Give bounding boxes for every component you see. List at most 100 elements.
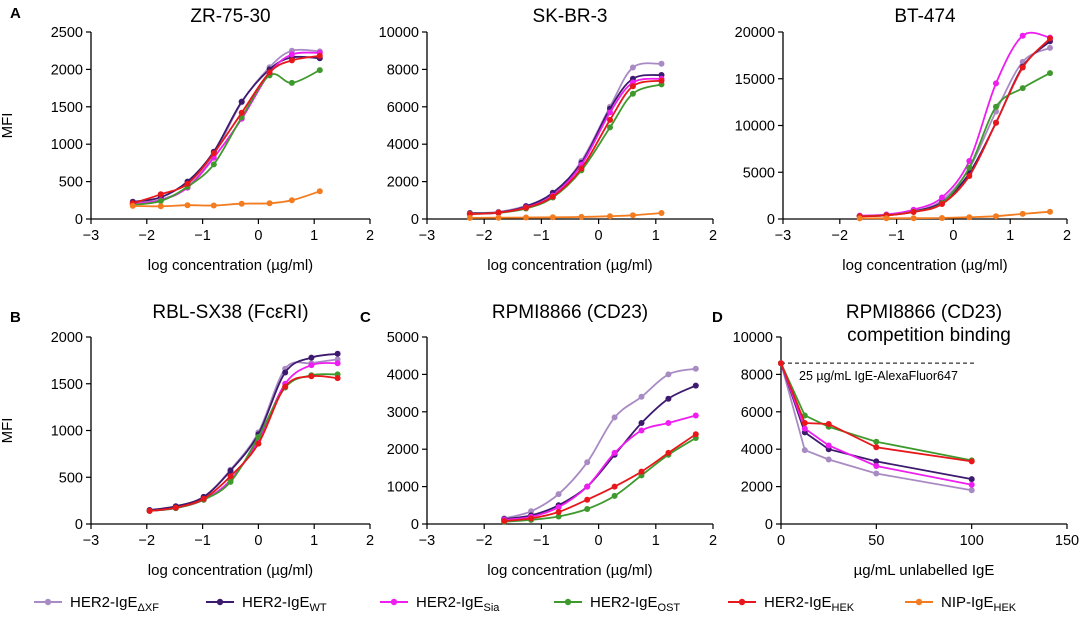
data-point xyxy=(316,67,323,74)
legend-label: HER2-IgESia xyxy=(416,594,500,614)
x-tick-label: 2 xyxy=(1063,228,1071,244)
y-tick-label: 1000 xyxy=(51,424,83,440)
data-point xyxy=(1019,32,1026,39)
data-point xyxy=(528,515,535,522)
y-tick-label: 20000 xyxy=(735,25,775,41)
legend-subscript: WT xyxy=(310,602,327,614)
x-tick-label: 1 xyxy=(310,228,318,244)
data-point xyxy=(578,213,585,220)
data-point xyxy=(825,442,832,449)
data-point xyxy=(227,467,234,474)
data-point xyxy=(227,473,234,480)
x-tick-label: −2 xyxy=(139,228,156,244)
data-point xyxy=(638,393,645,400)
data-point xyxy=(584,496,591,503)
data-point xyxy=(172,504,179,511)
data-point xyxy=(555,491,562,498)
data-point xyxy=(523,214,529,221)
data-point xyxy=(238,98,245,105)
data-point xyxy=(255,440,262,447)
series-3 xyxy=(856,70,1053,220)
data-point xyxy=(288,197,295,204)
series-4 xyxy=(778,360,975,465)
data-point xyxy=(629,212,636,219)
legend-subscript: OST xyxy=(658,602,681,614)
data-point xyxy=(238,109,245,116)
y-tick-label: 2500 xyxy=(51,25,83,41)
x-tick-label: 1 xyxy=(652,533,660,549)
data-point xyxy=(966,164,973,171)
data-point xyxy=(129,202,136,209)
x-tick-label: 1 xyxy=(652,228,660,244)
x-axis-label: log concentration (µg/ml) xyxy=(487,257,652,274)
data-point xyxy=(993,103,999,110)
series-1 xyxy=(129,54,323,205)
y-tick-label: 15000 xyxy=(735,72,775,88)
chart-skbr: 0 2000 4000 6000 8000 10000 −3 −2 −1 0 1 2 SK-BR-3 lo… xyxy=(379,6,717,274)
data-point xyxy=(692,365,699,372)
data-point xyxy=(629,64,636,71)
x-tick-label: −2 xyxy=(476,533,493,549)
y-tick-label: 0 xyxy=(767,212,775,228)
data-point xyxy=(665,420,672,426)
data-point xyxy=(968,487,975,494)
y-tick-label: 5000 xyxy=(743,165,775,181)
x-tick-label: 2 xyxy=(709,228,717,244)
data-point xyxy=(993,119,999,126)
panel-letter-d: D xyxy=(712,309,723,326)
data-point xyxy=(801,420,808,426)
data-point xyxy=(611,492,618,499)
data-point xyxy=(873,470,880,477)
data-point xyxy=(968,481,975,488)
series-5 xyxy=(129,188,323,210)
y-tick-label: 10000 xyxy=(733,330,773,346)
data-point xyxy=(966,173,973,179)
legend-name: HER2-IgE xyxy=(764,594,832,611)
legend-label: HER2-IgEWT xyxy=(242,594,327,614)
series-line xyxy=(149,358,338,512)
data-point xyxy=(282,383,289,390)
x-tick-label: 0 xyxy=(254,228,262,244)
y-tick-label: 2000 xyxy=(387,175,419,191)
y-tick-label: 0 xyxy=(411,517,419,533)
y-tick-label: 10000 xyxy=(735,119,775,135)
data-point xyxy=(288,57,295,64)
legend-subscript: HEK xyxy=(994,602,1017,614)
legend-item: HER2-IgEOST xyxy=(554,594,680,614)
data-point xyxy=(308,354,315,361)
series-line xyxy=(469,83,662,215)
series-line xyxy=(504,433,697,522)
series-0 xyxy=(146,356,341,514)
legend-subscript: ΔXF xyxy=(138,602,160,614)
legend-item: HER2-IgEWT xyxy=(206,594,327,614)
data-point xyxy=(658,210,665,216)
legend-name: HER2-IgE xyxy=(416,594,484,611)
panel-letter-b: B xyxy=(10,309,21,326)
data-point xyxy=(939,215,945,221)
series-3 xyxy=(129,67,323,208)
data-point xyxy=(692,382,699,389)
data-point xyxy=(578,165,585,172)
x-tick-label: −3 xyxy=(419,533,436,549)
chart-title: ZR-75-30 xyxy=(190,6,270,27)
x-tick-label: 0 xyxy=(595,533,603,549)
chart-bt: 0 5000 10000 15000 20000 −3 −2 −1 0 1 2 BT-474 log c… xyxy=(735,6,1071,274)
data-point xyxy=(528,508,535,515)
data-point xyxy=(495,214,502,221)
data-point xyxy=(801,447,808,454)
series-line xyxy=(132,69,321,206)
x-tick-label: 0 xyxy=(949,228,957,244)
y-tick-label: 1000 xyxy=(387,480,419,496)
data-point xyxy=(146,507,153,514)
x-axis-label: log concentration (µg/ml) xyxy=(148,562,313,579)
legend-name: HER2-IgE xyxy=(590,594,658,611)
data-point xyxy=(607,109,613,116)
legend-item: NIP-IgEHEK xyxy=(905,594,1017,614)
y-tick-label: 10000 xyxy=(379,25,419,41)
panel-letter-a: A xyxy=(10,5,21,22)
data-point xyxy=(523,204,529,211)
x-axis-label: log concentration (µg/ml) xyxy=(842,257,1007,274)
data-point xyxy=(184,180,191,187)
